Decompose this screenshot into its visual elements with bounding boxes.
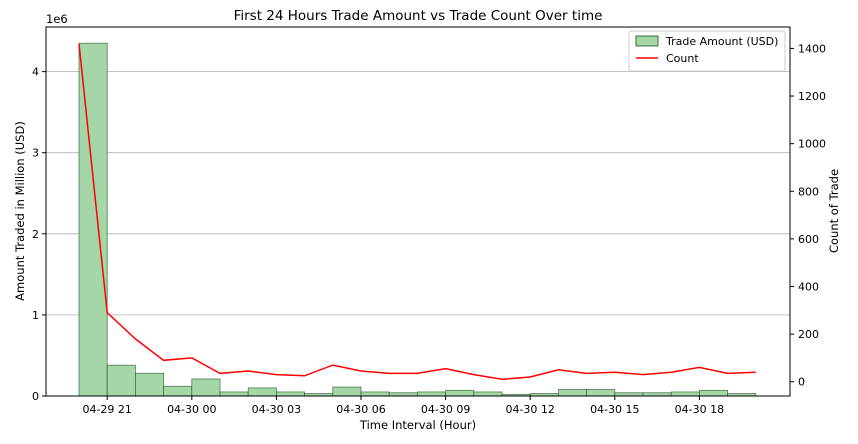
x-tick-label: 04-30 03 xyxy=(252,403,301,416)
bar-series xyxy=(78,42,757,397)
count-line xyxy=(78,43,756,381)
bar xyxy=(445,389,475,397)
right-tick-label: 600 xyxy=(798,233,819,246)
right-tick-label: 1400 xyxy=(798,42,826,55)
right-tick-label: 800 xyxy=(798,185,819,198)
bar xyxy=(332,386,362,397)
chart-title: First 24 Hours Trade Amount vs Trade Cou… xyxy=(234,8,603,24)
x-tick-label: 04-30 12 xyxy=(505,403,554,416)
bar xyxy=(275,391,305,397)
bar xyxy=(78,42,108,397)
x-tick-label: 04-29 21 xyxy=(82,403,131,416)
right-axis-label: Count of Trade xyxy=(827,169,841,253)
grid xyxy=(46,71,790,316)
bar xyxy=(163,385,193,397)
right-tick-label: 1200 xyxy=(798,90,826,103)
plot-frame xyxy=(45,26,791,397)
legend: Trade Amount (USD) Count xyxy=(628,30,786,72)
bar xyxy=(106,364,136,397)
left-tick-label: 3 xyxy=(32,147,39,160)
left-tick-label: 2 xyxy=(32,228,39,241)
x-tick-label: 04-30 06 xyxy=(336,403,385,416)
right-tick-label: 200 xyxy=(798,328,819,341)
bar xyxy=(670,391,700,397)
bar xyxy=(219,391,249,397)
right-tick-label: 0 xyxy=(798,376,805,389)
left-tick-label: 4 xyxy=(32,66,39,79)
bar xyxy=(134,372,164,397)
legend-swatch-amount xyxy=(635,35,659,47)
bar xyxy=(699,389,729,397)
left-tick-label: 0 xyxy=(32,390,39,403)
left-axis: 0 1 2 3 4 xyxy=(32,66,46,403)
left-axis-label: Amount Traded in Million (USD) xyxy=(13,121,27,301)
bar xyxy=(247,387,277,397)
right-tick-label: 400 xyxy=(798,280,819,293)
bar xyxy=(586,389,616,397)
legend-box xyxy=(628,30,786,72)
legend-label-amount: Trade Amount (USD) xyxy=(665,35,778,48)
x-tick-label: 04-30 00 xyxy=(167,403,216,416)
x-tick-label: 04-30 18 xyxy=(675,403,724,416)
bar xyxy=(558,389,588,397)
bar xyxy=(191,378,221,397)
bar xyxy=(360,391,390,397)
right-axis: 0 200 400 600 800 1000 1200 1400 xyxy=(790,42,826,389)
x-axis: 04-29 21 04-30 00 04-30 03 04-30 06 04-30 09… xyxy=(82,396,724,416)
x-axis-label: Time Interval (Hour) xyxy=(359,418,476,432)
x-tick-label: 04-30 09 xyxy=(421,403,470,416)
left-offset-text: 1e6 xyxy=(46,12,68,26)
legend-label-count: Count xyxy=(666,52,699,65)
x-tick-label: 04-30 15 xyxy=(590,403,639,416)
bar xyxy=(473,391,503,397)
bar xyxy=(416,391,446,397)
left-tick-label: 1 xyxy=(32,309,39,322)
right-tick-label: 1000 xyxy=(798,138,826,151)
